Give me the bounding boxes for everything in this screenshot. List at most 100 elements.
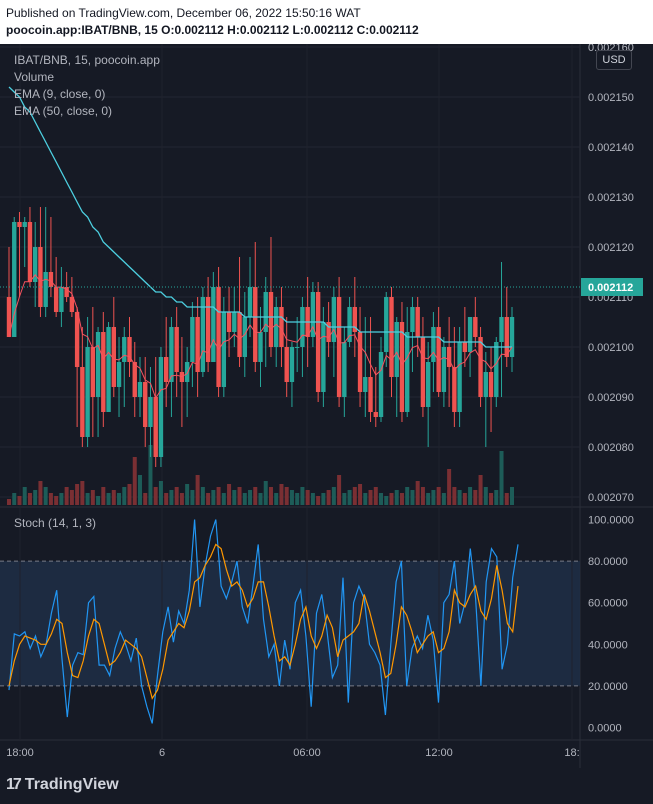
volume-bar: [227, 484, 232, 505]
candle: [425, 362, 431, 407]
volume-bar: [279, 484, 284, 505]
candle: [504, 317, 509, 357]
legend-volume: Volume: [14, 70, 55, 84]
last-price-badge: [581, 278, 643, 296]
volume-bar: [242, 493, 247, 505]
chart-canvas[interactable]: 0.0020700.0020800.0020900.0021000.002110…: [0, 42, 653, 768]
volume-bar: [258, 493, 263, 505]
candle: [258, 332, 263, 362]
candle: [462, 342, 468, 352]
candle: [158, 357, 164, 457]
volume-bar: [22, 487, 27, 505]
volume-bar: [253, 487, 258, 505]
candle: [363, 377, 368, 392]
chart-area[interactable]: 0.002070 0.002080 0.002090 0.002100 0.002110…: [0, 42, 653, 768]
price-tick-label: 0.002140: [588, 142, 634, 154]
volume-bar: [499, 451, 504, 505]
time-tick-label: 06:00: [293, 747, 321, 759]
price-tick-label: 0.002090: [588, 392, 634, 404]
volume-bar: [96, 496, 101, 505]
stoch-tick-label: 100.0000: [588, 514, 634, 526]
tradingview-logo[interactable]: 17 TradingView: [6, 776, 119, 794]
candle: [315, 292, 321, 392]
volume-bar: [106, 493, 111, 505]
candle: [368, 377, 373, 412]
volume-bar: [174, 487, 179, 505]
volume-bar: [137, 475, 142, 505]
volume-bar: [164, 493, 169, 505]
volume-bar: [38, 481, 43, 505]
candle: [190, 317, 195, 362]
candle: [132, 362, 137, 397]
volume-bar: [216, 487, 221, 505]
stoch-tick-label: 80.0000: [588, 556, 628, 568]
candle: [143, 382, 148, 427]
volume-bar: [441, 493, 446, 505]
volume-bar: [389, 493, 394, 505]
volume-bar: [59, 493, 64, 505]
candle: [80, 367, 85, 437]
legend-ema50: EMA (50, close, 0): [14, 104, 113, 118]
volume-bar: [305, 490, 310, 505]
price-tick-label: 0.002070: [588, 492, 634, 504]
candle: [53, 287, 59, 312]
candle: [116, 362, 122, 387]
volume-bar: [489, 493, 494, 505]
price-tick-label: 0.002080: [588, 442, 634, 454]
candle: [399, 322, 405, 412]
stoch-tick-label: 40.0000: [588, 639, 628, 651]
ema50-line: [8, 86, 512, 348]
candle: [389, 297, 394, 377]
candle: [483, 372, 489, 397]
candle: [127, 337, 132, 362]
volume-bar: [436, 487, 441, 505]
candle: [242, 317, 247, 357]
volume-bar: [420, 487, 425, 505]
price-tick-label: 0.002150: [588, 92, 634, 104]
candle: [294, 347, 300, 348]
candle: [347, 307, 352, 342]
candle: [237, 312, 242, 357]
volume-bar: [363, 493, 368, 505]
candle: [378, 352, 384, 417]
volume-bar: [85, 493, 90, 505]
candle: [27, 222, 33, 282]
candle: [205, 297, 211, 362]
candle: [342, 342, 347, 397]
volume-bar: [12, 493, 17, 505]
candle: [221, 312, 227, 387]
stoch-k-line: [8, 519, 519, 724]
volume-bar: [232, 490, 237, 505]
volume-bar: [468, 487, 473, 505]
candle: [64, 287, 69, 297]
volume-bar: [143, 493, 148, 505]
volume-bar: [179, 493, 184, 505]
volume-bar: [399, 493, 404, 505]
volume-bar: [237, 487, 242, 505]
candle: [410, 307, 415, 332]
volume-bar: [510, 487, 514, 505]
volume-bar: [274, 493, 279, 505]
candle: [184, 362, 190, 382]
candle: [48, 272, 54, 287]
volume-bar: [462, 493, 467, 505]
stoch-tick-label: 0.0000: [588, 723, 622, 735]
volume-bar: [7, 499, 11, 505]
candle: [38, 247, 43, 307]
volume-bar: [316, 496, 321, 505]
volume-bar: [321, 493, 326, 505]
candle: [6, 297, 12, 337]
volume-bar: [289, 490, 294, 505]
volume-bar: [190, 490, 195, 505]
candle: [457, 342, 462, 412]
time-tick-label: 18:: [564, 747, 579, 759]
volume-bar: [295, 493, 300, 505]
candle: [43, 272, 48, 307]
volume-bar: [331, 487, 336, 505]
stoch-tick-label: 60.0000: [588, 598, 628, 610]
volume-bar: [195, 475, 200, 505]
legend-ema9: EMA (9, close, 0): [14, 87, 106, 101]
stoch-tick-label: 20.0000: [588, 681, 628, 693]
time-tick-label: 18:00: [6, 747, 34, 759]
currency-button[interactable]: USD: [596, 50, 632, 70]
